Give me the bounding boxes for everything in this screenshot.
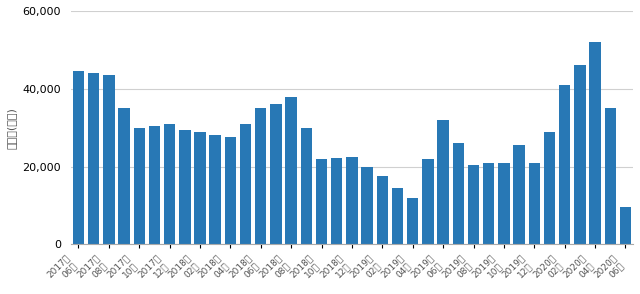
Bar [422,159,434,244]
Bar [301,128,312,244]
Bar [407,198,419,244]
Bar [285,96,297,244]
Bar [103,75,115,244]
Bar [88,73,99,244]
Bar [240,124,252,244]
Bar [118,108,130,244]
Bar [498,163,509,244]
Bar [316,159,327,244]
Bar [179,130,191,244]
Bar [513,145,525,244]
Bar [468,165,479,244]
Bar [362,166,373,244]
Y-axis label: 거래량(건수): 거래량(건수) [7,107,17,148]
Bar [255,108,266,244]
Bar [331,158,342,244]
Bar [589,42,601,244]
Bar [134,128,145,244]
Bar [559,85,570,244]
Bar [195,131,205,244]
Bar [544,131,555,244]
Bar [346,157,358,244]
Bar [164,124,175,244]
Bar [148,126,160,244]
Bar [377,176,388,244]
Bar [452,143,464,244]
Bar [209,135,221,244]
Bar [620,207,631,244]
Bar [73,71,84,244]
Bar [392,188,403,244]
Bar [529,163,540,244]
Bar [574,65,586,244]
Bar [270,104,282,244]
Bar [225,137,236,244]
Bar [605,108,616,244]
Bar [437,120,449,244]
Bar [483,163,495,244]
